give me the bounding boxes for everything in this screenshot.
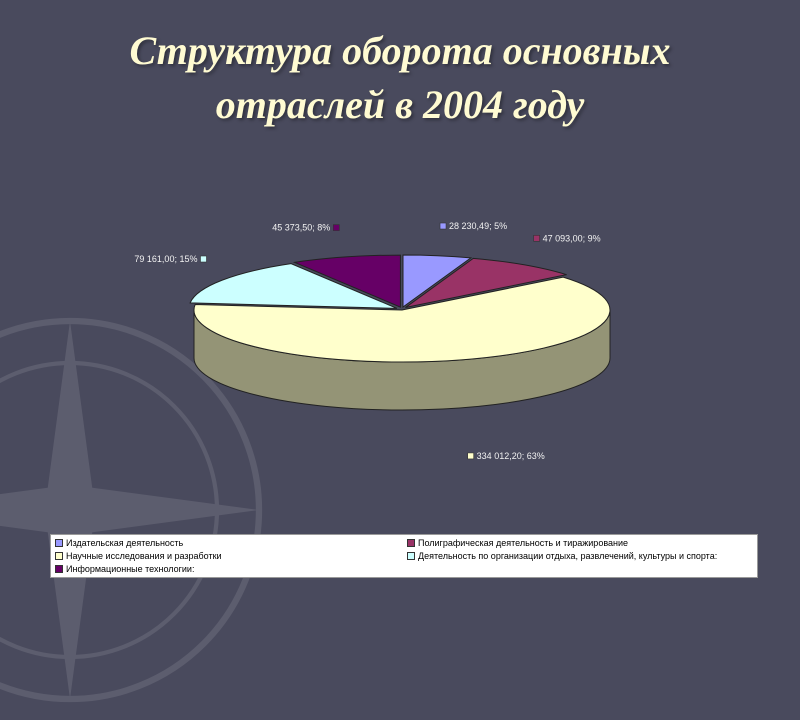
title-line-2: отраслей в 2004 году	[215, 82, 585, 127]
data-label-swatch	[333, 224, 340, 231]
legend-swatch	[407, 538, 415, 547]
pie-slice	[402, 254, 473, 309]
data-label-swatch	[200, 255, 207, 263]
legend-label: Научные исследования и разработки	[66, 550, 222, 561]
legend-label: Полиграфическая деятельность и тиражиров…	[418, 537, 629, 548]
pie-slice	[193, 276, 611, 363]
data-label: 47 093,00; 9%	[533, 233, 601, 243]
pie-slice	[292, 254, 401, 308]
legend-label: Издательская деятельность	[66, 537, 184, 548]
title-line-1: Структура оборота основных	[129, 28, 671, 73]
data-label: 28 230,49; 5%	[439, 221, 507, 231]
legend-label: Деятельность по организации отдыха, разв…	[418, 550, 718, 561]
data-label-text: 47 093,00; 9%	[543, 233, 601, 243]
data-label-swatch	[533, 235, 540, 242]
page-title: Структура оборота основных отраслей в 20…	[0, 24, 800, 132]
legend-swatch	[407, 551, 415, 560]
legend-item: Издательская деятельность	[55, 536, 183, 549]
data-label-swatch	[467, 452, 474, 460]
pie-slice	[405, 257, 567, 309]
data-label: 334 012,20; 63%	[467, 451, 545, 461]
pie-tops	[189, 254, 611, 363]
data-label-text: 334 012,20; 63%	[477, 451, 545, 461]
data-label-text: 45 373,50; 8%	[272, 223, 330, 233]
pie-chart: 28 230,49; 5% 47 093,00; 9% 334 012,20; 63…	[134, 221, 611, 461]
legend-item: Деятельность по организации отдыха, разв…	[407, 549, 717, 562]
data-label-text: 79 161,00; 15%	[134, 254, 197, 264]
data-label-swatch	[439, 222, 447, 230]
pie-slice	[189, 263, 398, 309]
data-label-text: 28 230,49; 5%	[449, 221, 507, 231]
chart-legend: Издательская деятельность Полиграфическая…	[50, 534, 758, 578]
legend-item: Полиграфическая деятельность и тиражиров…	[407, 536, 628, 549]
legend-swatch	[55, 538, 63, 547]
legend-item: Информационные технологии:	[55, 562, 194, 575]
legend-swatch	[55, 564, 63, 573]
legend-swatch	[55, 551, 63, 560]
legend-item: Научные исследования и разработки	[55, 549, 222, 562]
data-labels: 28 230,49; 5% 47 093,00; 9% 334 012,20; 63…	[134, 221, 600, 461]
legend-label: Информационные технологии:	[66, 563, 195, 574]
data-label: 79 161,00; 15%	[134, 254, 207, 264]
data-label: 45 373,50; 8%	[272, 223, 340, 233]
